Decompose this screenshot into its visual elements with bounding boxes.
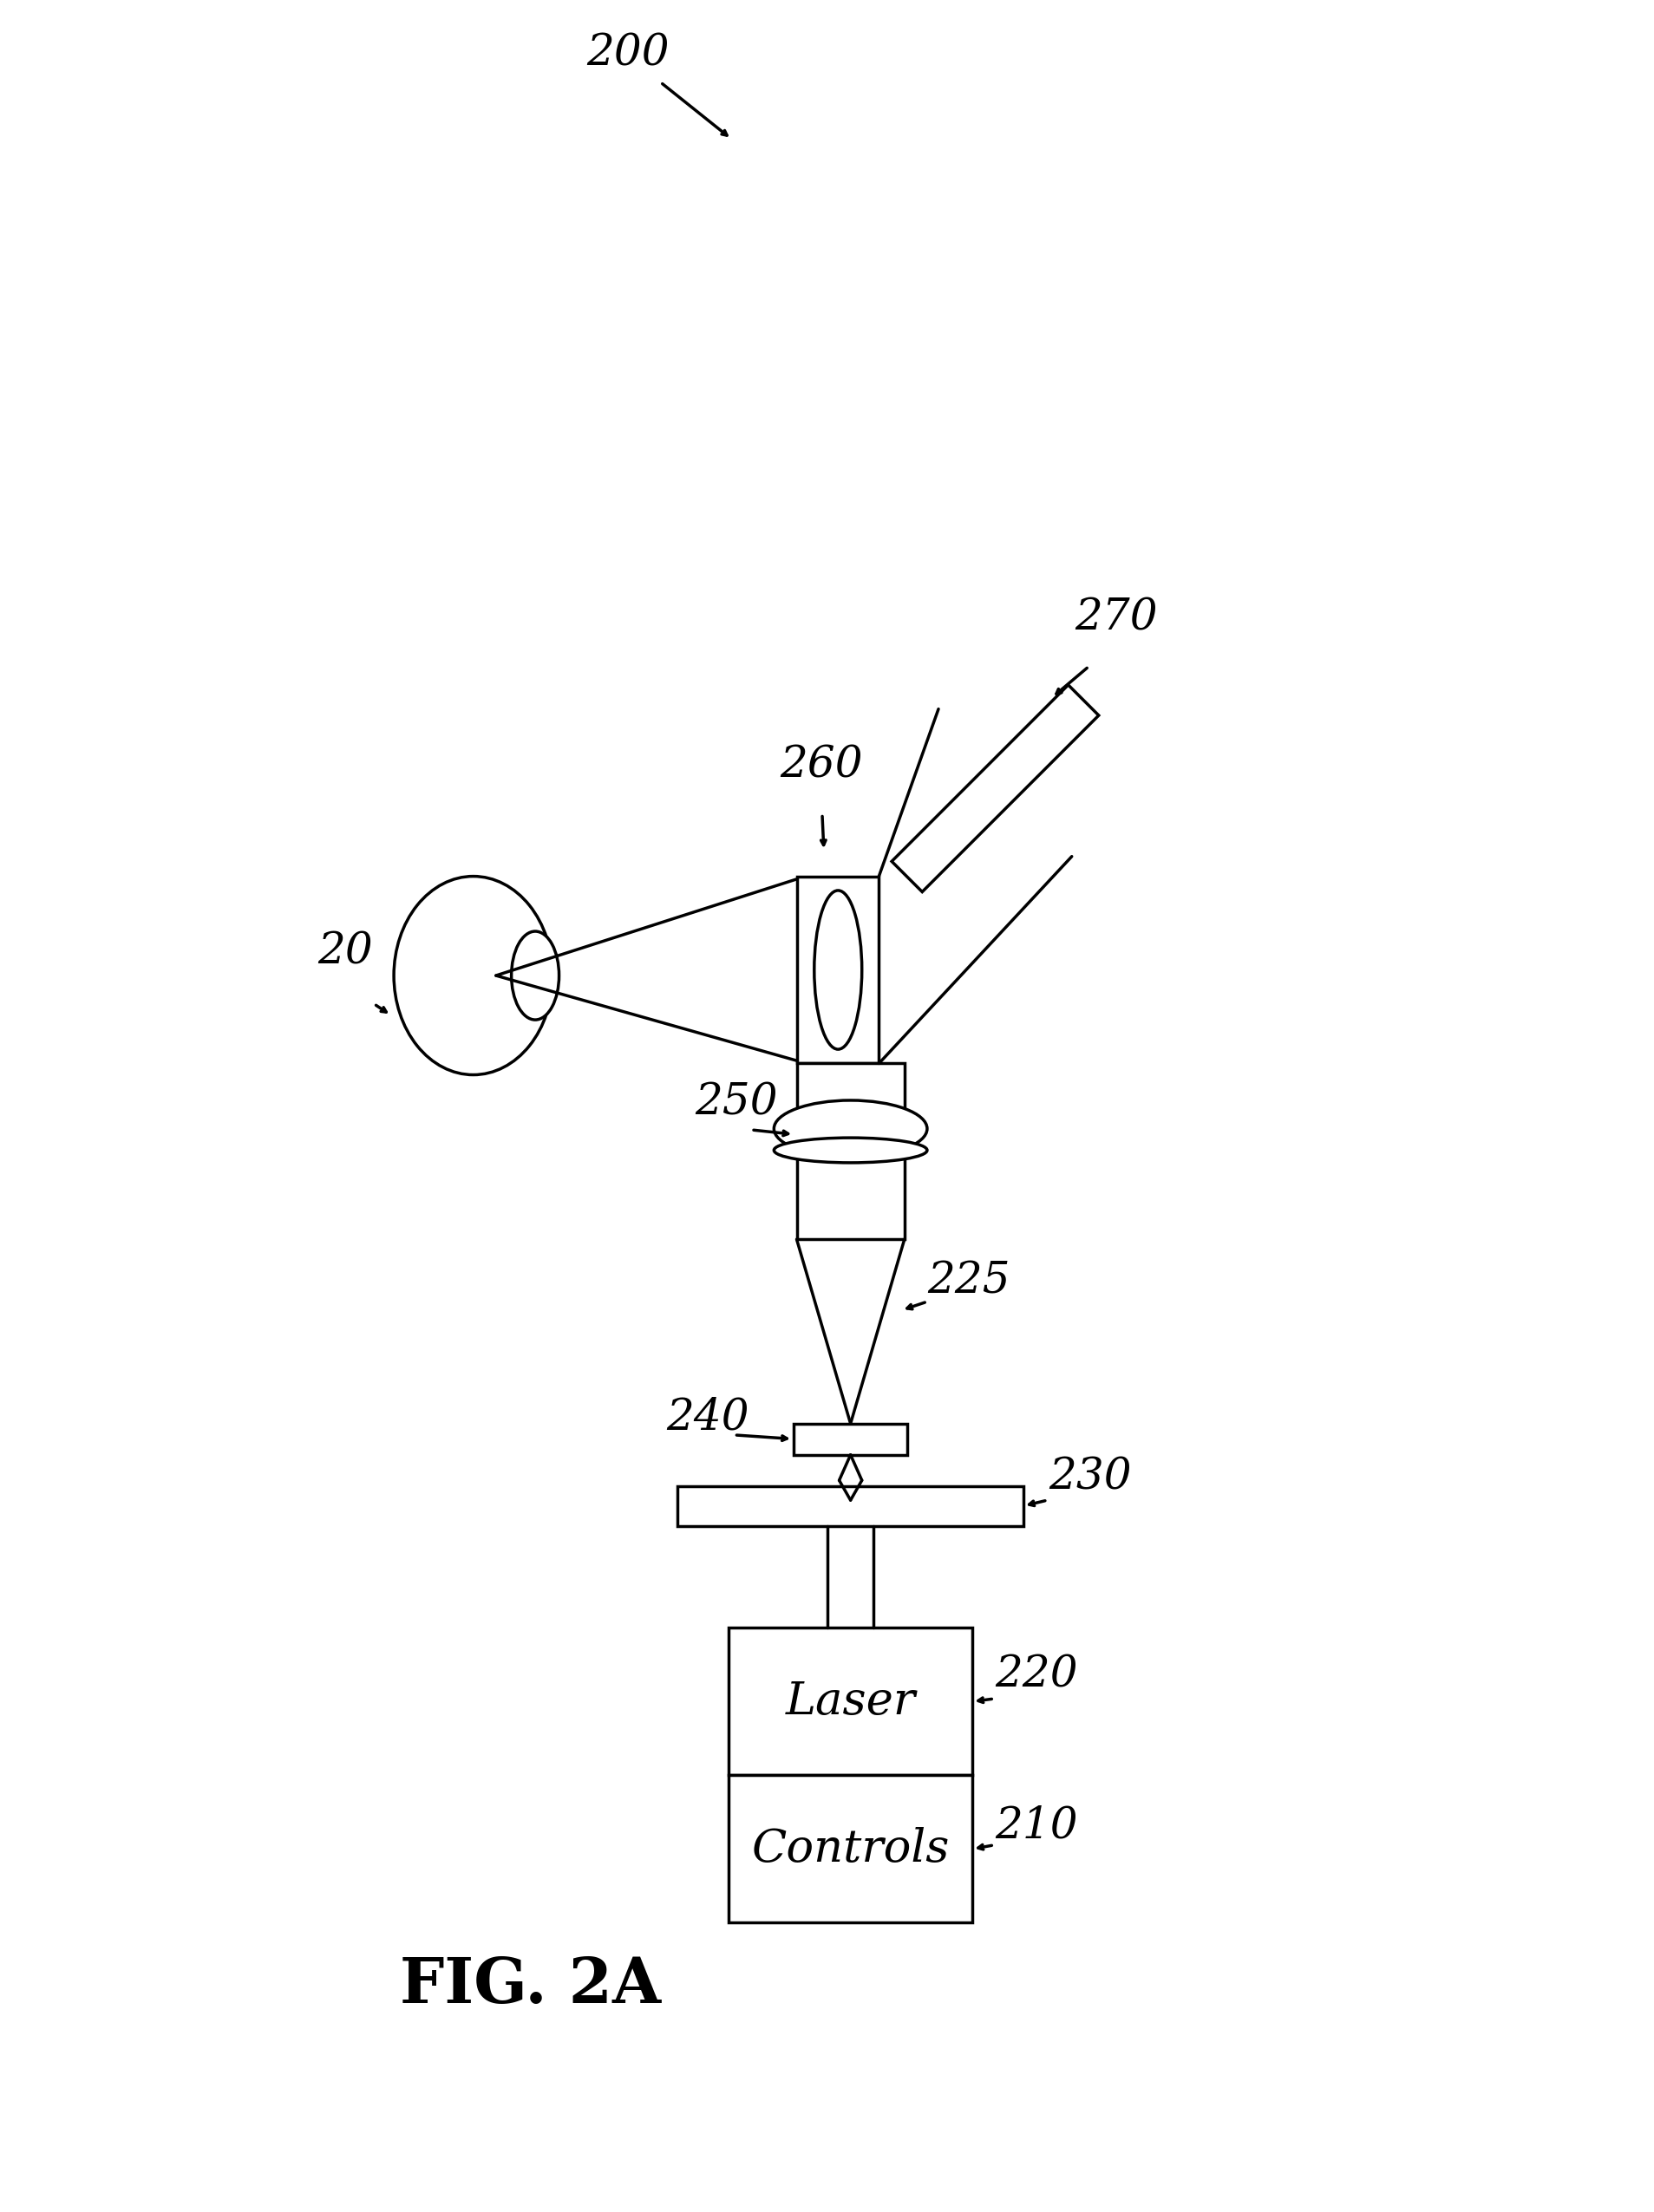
Text: 230: 230 xyxy=(1049,1455,1131,1498)
Bar xyxy=(678,1486,1024,1526)
Bar xyxy=(728,1776,973,1922)
Text: 20: 20 xyxy=(318,931,372,973)
Ellipse shape xyxy=(774,1099,928,1157)
Text: 270: 270 xyxy=(1075,597,1158,639)
Ellipse shape xyxy=(814,891,862,1048)
Text: 200: 200 xyxy=(587,31,670,75)
Text: 240: 240 xyxy=(667,1396,749,1438)
Text: 225: 225 xyxy=(928,1261,1011,1303)
Text: 260: 260 xyxy=(779,743,863,787)
Text: 220: 220 xyxy=(996,1655,1078,1697)
Text: Laser: Laser xyxy=(786,1679,916,1723)
Bar xyxy=(728,1628,973,1776)
Text: 250: 250 xyxy=(695,1082,777,1124)
Text: 210: 210 xyxy=(996,1805,1078,1847)
Polygon shape xyxy=(892,686,1098,891)
Text: Controls: Controls xyxy=(751,1827,949,1871)
Ellipse shape xyxy=(774,1137,928,1164)
Text: FIG. 2A: FIG. 2A xyxy=(399,1955,660,2015)
Ellipse shape xyxy=(394,876,552,1075)
Bar xyxy=(797,1064,905,1239)
Bar xyxy=(797,876,878,1064)
Ellipse shape xyxy=(511,931,559,1020)
Bar xyxy=(794,1425,908,1455)
